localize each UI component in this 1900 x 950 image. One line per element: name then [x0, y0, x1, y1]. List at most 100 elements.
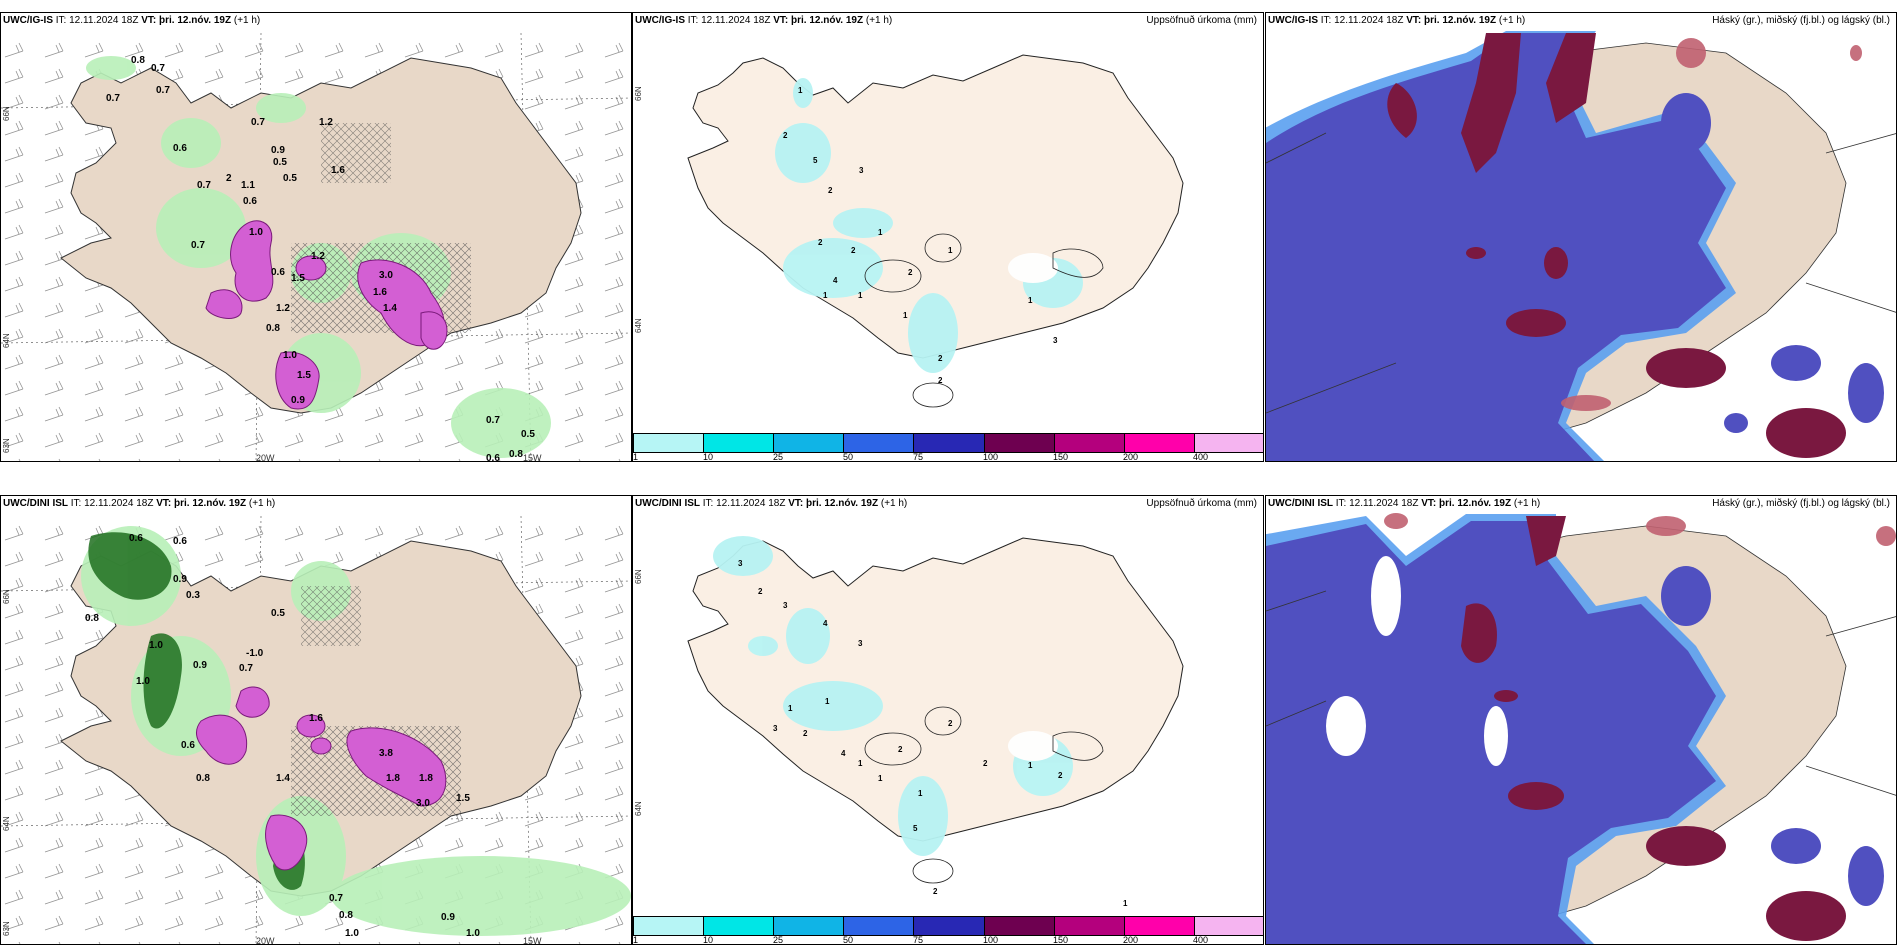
svg-text:1.0: 1.0	[466, 928, 480, 939]
svg-text:0.8: 0.8	[266, 323, 280, 334]
svg-text:0.6: 0.6	[486, 453, 500, 462]
svg-text:2: 2	[938, 376, 943, 385]
colorbar-segment	[634, 917, 705, 935]
colorbar-segment	[984, 917, 1055, 935]
svg-text:2: 2	[948, 719, 953, 728]
svg-text:2: 2	[983, 759, 988, 768]
svg-text:0.8: 0.8	[131, 55, 145, 66]
cloud-title: Háský (gr.), miðský (fj.bl.) og lágský (…	[1712, 498, 1890, 509]
svg-text:0.6: 0.6	[173, 536, 187, 547]
svg-text:5: 5	[813, 156, 818, 165]
svg-text:1: 1	[823, 291, 828, 300]
svg-text:4: 4	[823, 619, 828, 628]
svg-text:15W: 15W	[523, 453, 542, 462]
colorbar-segment	[844, 917, 915, 935]
colorbar	[633, 916, 1263, 936]
svg-text:1: 1	[798, 86, 803, 95]
wind-precip-map: 0.6 0.6 0.9 0.3 0.8 1.0 1.0 0.9 -1.0 0.7…	[1, 515, 631, 945]
svg-text:1.5: 1.5	[297, 370, 311, 381]
colorbar-segment	[914, 917, 985, 935]
svg-text:1: 1	[903, 311, 908, 320]
svg-text:1: 1	[918, 789, 923, 798]
svg-text:0.7: 0.7	[197, 180, 211, 191]
panel-header: UWC/DINI ISL IT: 12.11.2024 18Z VT: þri.…	[635, 498, 908, 509]
svg-text:3.0: 3.0	[379, 270, 393, 281]
svg-text:0.7: 0.7	[239, 663, 253, 674]
svg-text:0.8: 0.8	[509, 449, 523, 460]
svg-text:1.2: 1.2	[311, 251, 325, 262]
panel-header: UWC/DINI ISL IT: 12.11.2024 18Z VT: þri.…	[1268, 498, 1541, 509]
svg-text:20W: 20W	[256, 453, 275, 462]
svg-text:1.8: 1.8	[386, 773, 400, 784]
svg-text:0.9: 0.9	[271, 145, 285, 156]
svg-text:0.7: 0.7	[329, 893, 343, 904]
svg-text:0.9: 0.9	[441, 912, 455, 923]
svg-text:0.5: 0.5	[271, 608, 285, 619]
precip-title: Uppsöfnuð úrkoma (mm)	[1146, 15, 1257, 26]
svg-text:3: 3	[1053, 336, 1058, 345]
row1-right-panel: UWC/IG-IS IT: 12.11.2024 18Z VT: þri. 12…	[1265, 12, 1897, 462]
precip-labels: 1 2 5 2 3 1 2 2 4 1 1 2 1 1 1 2 2 3	[783, 86, 1058, 385]
svg-text:1.6: 1.6	[309, 713, 323, 724]
colorbar-segment	[1194, 917, 1263, 935]
row1-left-panel: UWC/IG-IS IT: 12.11.2024 18Z VT: þri. 12…	[0, 12, 632, 462]
svg-text:1: 1	[858, 759, 863, 768]
svg-text:64N: 64N	[634, 801, 643, 816]
colorbar-ticks: 1 10 25 50 75 100 150 200 400	[633, 935, 1209, 945]
svg-text:66N: 66N	[634, 569, 643, 584]
svg-text:15W: 15W	[523, 936, 542, 945]
svg-text:0.6: 0.6	[243, 196, 257, 207]
precip-map: 3 2 3 4 3 1 1 3 2 4 1 1 2 2 2 1 2 1 5 2 …	[634, 536, 1184, 908]
svg-text:1.0: 1.0	[136, 676, 150, 687]
colorbar-segment	[844, 434, 915, 452]
colorbar-segment	[914, 434, 985, 452]
svg-text:1.5: 1.5	[291, 273, 305, 284]
svg-text:1: 1	[1028, 296, 1033, 305]
svg-text:66N: 66N	[634, 86, 643, 101]
colorbar-ticks: 1 10 25 50 75 100 150 200 400	[633, 452, 1209, 462]
colorbar-segment	[704, 434, 775, 452]
panel-header: UWC/IG-IS IT: 12.11.2024 18Z VT: þri. 12…	[1268, 15, 1526, 26]
svg-text:0.6: 0.6	[129, 533, 143, 544]
precip-labels: 0.8 0.7 0.7 0.7 0.7 1.2 0.6 0.9 0.5 0.5 …	[106, 55, 535, 462]
row2-mid-panel: UWC/DINI ISL IT: 12.11.2024 18Z VT: þri.…	[632, 495, 1264, 945]
svg-text:1.1: 1.1	[241, 180, 255, 191]
svg-text:1.2: 1.2	[276, 303, 290, 314]
svg-text:66N: 66N	[2, 106, 11, 121]
svg-text:2: 2	[803, 729, 808, 738]
cloud-title: Háský (gr.), miðský (fj.bl.) og lágský (…	[1712, 15, 1890, 26]
precip-title: Uppsöfnuð úrkoma (mm)	[1146, 498, 1257, 509]
colorbar-segment	[774, 434, 845, 452]
row1-mid-panel: UWC/IG-IS IT: 12.11.2024 18Z VT: þri. 12…	[632, 12, 1264, 462]
svg-text:2: 2	[758, 587, 763, 596]
svg-text:0.7: 0.7	[486, 415, 500, 426]
svg-text:64N: 64N	[2, 816, 11, 831]
svg-text:0.5: 0.5	[283, 173, 297, 184]
svg-text:1: 1	[878, 774, 883, 783]
svg-text:3: 3	[859, 166, 864, 175]
svg-text:0.7: 0.7	[151, 63, 165, 74]
wind-precip-map: 0.8 0.7 0.7 0.7 0.7 1.2 0.6 0.9 0.5 0.5 …	[1, 32, 631, 462]
row2-right-panel: UWC/DINI ISL IT: 12.11.2024 18Z VT: þri.…	[1265, 495, 1897, 945]
svg-text:0.7: 0.7	[106, 93, 120, 104]
svg-text:3: 3	[783, 601, 788, 610]
svg-text:0.6: 0.6	[181, 740, 195, 751]
svg-text:5: 5	[913, 824, 918, 833]
svg-text:2: 2	[1058, 771, 1063, 780]
svg-text:1.6: 1.6	[331, 165, 345, 176]
svg-text:0.7: 0.7	[191, 240, 205, 251]
svg-text:1: 1	[878, 228, 883, 237]
svg-text:1: 1	[948, 246, 953, 255]
row2-left-panel: UWC/DINI ISL IT: 12.11.2024 18Z VT: þri.…	[0, 495, 632, 945]
svg-text:64N: 64N	[634, 318, 643, 333]
svg-text:63N: 63N	[2, 438, 11, 453]
svg-text:4: 4	[841, 749, 846, 758]
svg-text:0.8: 0.8	[85, 613, 99, 624]
svg-text:4: 4	[833, 276, 838, 285]
svg-text:1.6: 1.6	[373, 287, 387, 298]
svg-text:1.2: 1.2	[319, 117, 333, 128]
svg-text:1: 1	[825, 697, 830, 706]
precip-map: 1 2 5 2 3 1 2 2 4 1 1 2 1 1 1 2 2 3 66N …	[634, 54, 1184, 408]
svg-text:64N: 64N	[2, 333, 11, 348]
colorbar-segment	[1054, 917, 1125, 935]
